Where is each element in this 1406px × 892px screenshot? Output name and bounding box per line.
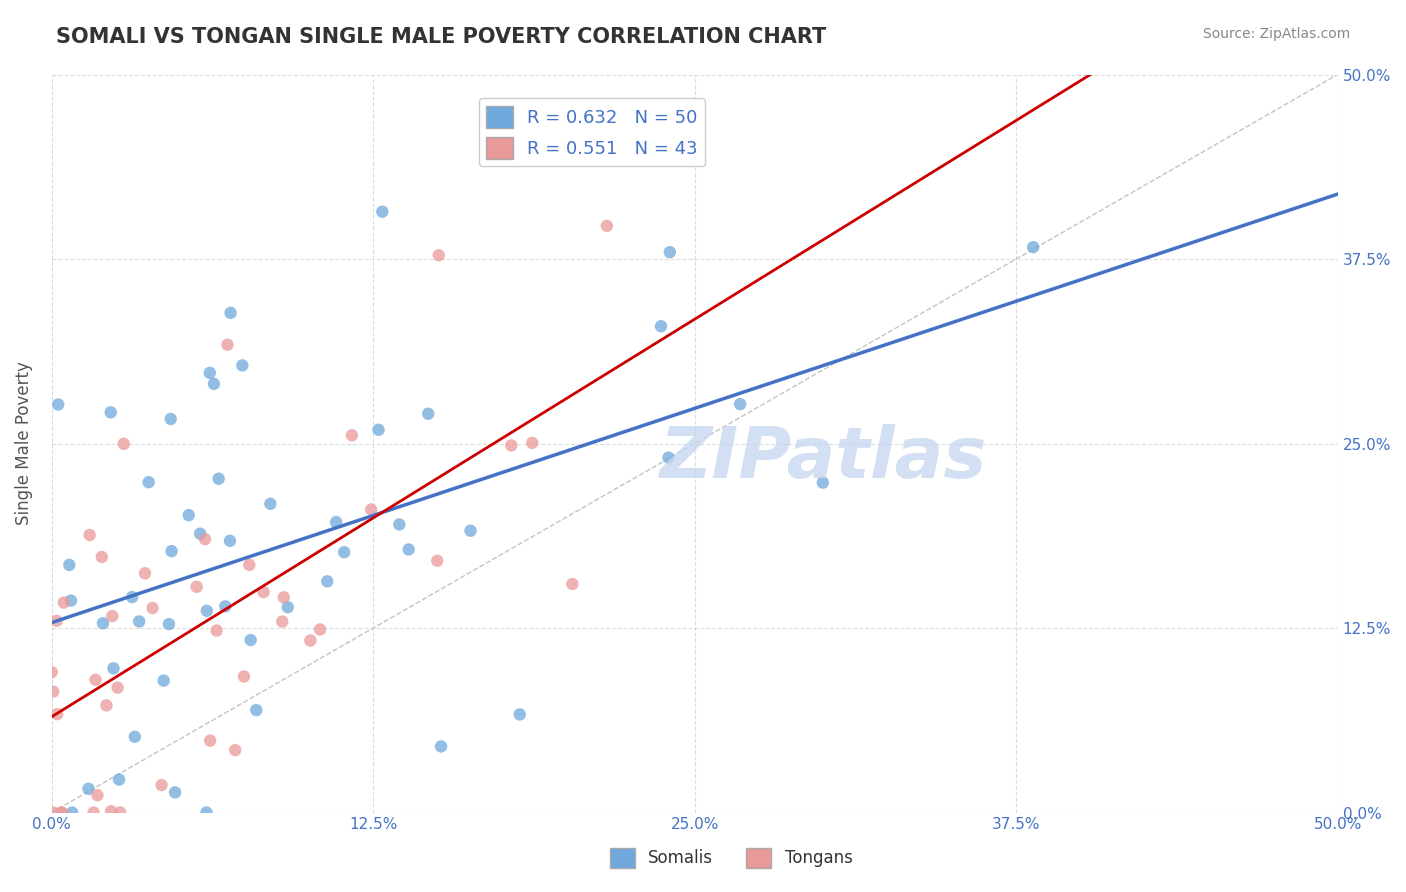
Point bbox=[142, 601, 165, 615]
Point bbox=[194, 532, 217, 546]
Point bbox=[202, 376, 225, 391]
Point bbox=[273, 591, 295, 605]
Point bbox=[96, 698, 118, 713]
Point bbox=[728, 397, 751, 411]
Point bbox=[45, 614, 67, 628]
Point bbox=[325, 515, 347, 529]
Point bbox=[501, 438, 523, 452]
Point bbox=[124, 730, 146, 744]
Point bbox=[83, 805, 105, 820]
Point bbox=[112, 437, 135, 451]
Point bbox=[108, 772, 131, 787]
Point bbox=[186, 580, 208, 594]
Point bbox=[205, 624, 228, 638]
Point bbox=[42, 684, 65, 698]
Point bbox=[177, 508, 200, 522]
Point bbox=[128, 615, 150, 629]
Point bbox=[214, 599, 236, 614]
Point bbox=[299, 633, 322, 648]
Legend: Somalis, Tongans: Somalis, Tongans bbox=[603, 841, 859, 875]
Point bbox=[388, 517, 411, 532]
Point bbox=[188, 526, 211, 541]
Text: Source: ZipAtlas.com: Source: ZipAtlas.com bbox=[1202, 27, 1350, 41]
Point bbox=[522, 435, 544, 450]
Point bbox=[208, 472, 231, 486]
Point bbox=[77, 781, 100, 796]
Legend: R = 0.632   N = 50, R = 0.551   N = 43: R = 0.632 N = 50, R = 0.551 N = 43 bbox=[478, 98, 706, 166]
Point bbox=[238, 558, 260, 572]
Point bbox=[60, 805, 83, 820]
Point bbox=[86, 788, 108, 802]
Point bbox=[160, 544, 183, 558]
Point bbox=[110, 805, 132, 820]
Point bbox=[100, 405, 122, 419]
Point bbox=[84, 673, 107, 687]
Point bbox=[1022, 240, 1045, 254]
Point bbox=[277, 600, 299, 615]
Point bbox=[159, 412, 181, 426]
Point bbox=[79, 528, 101, 542]
Point bbox=[231, 359, 253, 373]
Point bbox=[157, 617, 180, 632]
Point bbox=[811, 475, 834, 490]
Point bbox=[360, 502, 382, 516]
Text: ZIPatlas: ZIPatlas bbox=[659, 424, 987, 492]
Point bbox=[650, 319, 672, 334]
Point bbox=[219, 533, 242, 548]
Point bbox=[103, 661, 125, 675]
Text: SOMALI VS TONGAN SINGLE MALE POVERTY CORRELATION CHART: SOMALI VS TONGAN SINGLE MALE POVERTY COR… bbox=[56, 27, 827, 46]
Point bbox=[427, 248, 450, 262]
Point bbox=[333, 545, 356, 559]
Point bbox=[245, 703, 267, 717]
Point bbox=[90, 549, 112, 564]
Point bbox=[219, 306, 242, 320]
Point bbox=[46, 397, 69, 411]
Point bbox=[198, 733, 221, 747]
Point bbox=[165, 785, 187, 799]
Point bbox=[561, 577, 583, 591]
Point bbox=[426, 554, 449, 568]
Point bbox=[59, 593, 82, 607]
Point bbox=[596, 219, 619, 233]
Point bbox=[138, 475, 160, 490]
Point bbox=[49, 805, 72, 820]
Point bbox=[107, 681, 129, 695]
Point bbox=[657, 450, 679, 465]
Point bbox=[233, 669, 256, 683]
Point bbox=[252, 585, 274, 599]
Point bbox=[101, 609, 124, 624]
Point bbox=[460, 524, 482, 538]
Point bbox=[198, 366, 221, 380]
Point bbox=[152, 673, 174, 688]
Point bbox=[42, 805, 65, 820]
Y-axis label: Single Male Poverty: Single Male Poverty bbox=[15, 361, 32, 525]
Point bbox=[271, 615, 294, 629]
Point bbox=[100, 804, 122, 818]
Point bbox=[340, 428, 363, 442]
Point bbox=[134, 566, 156, 581]
Point bbox=[259, 497, 281, 511]
Point bbox=[509, 707, 531, 722]
Point bbox=[398, 542, 420, 557]
Point bbox=[195, 604, 218, 618]
Point bbox=[367, 423, 389, 437]
Point bbox=[316, 574, 339, 589]
Point bbox=[217, 337, 239, 351]
Point bbox=[224, 743, 246, 757]
Point bbox=[150, 778, 173, 792]
Point bbox=[121, 590, 143, 604]
Point bbox=[195, 805, 218, 820]
Point bbox=[658, 245, 681, 260]
Point bbox=[239, 633, 262, 648]
Point bbox=[52, 596, 75, 610]
Point bbox=[430, 739, 453, 754]
Point bbox=[91, 616, 114, 631]
Point bbox=[46, 707, 69, 722]
Point bbox=[51, 805, 73, 820]
Point bbox=[41, 665, 63, 680]
Point bbox=[371, 204, 394, 219]
Point bbox=[418, 407, 440, 421]
Point bbox=[58, 558, 80, 572]
Point bbox=[309, 623, 332, 637]
